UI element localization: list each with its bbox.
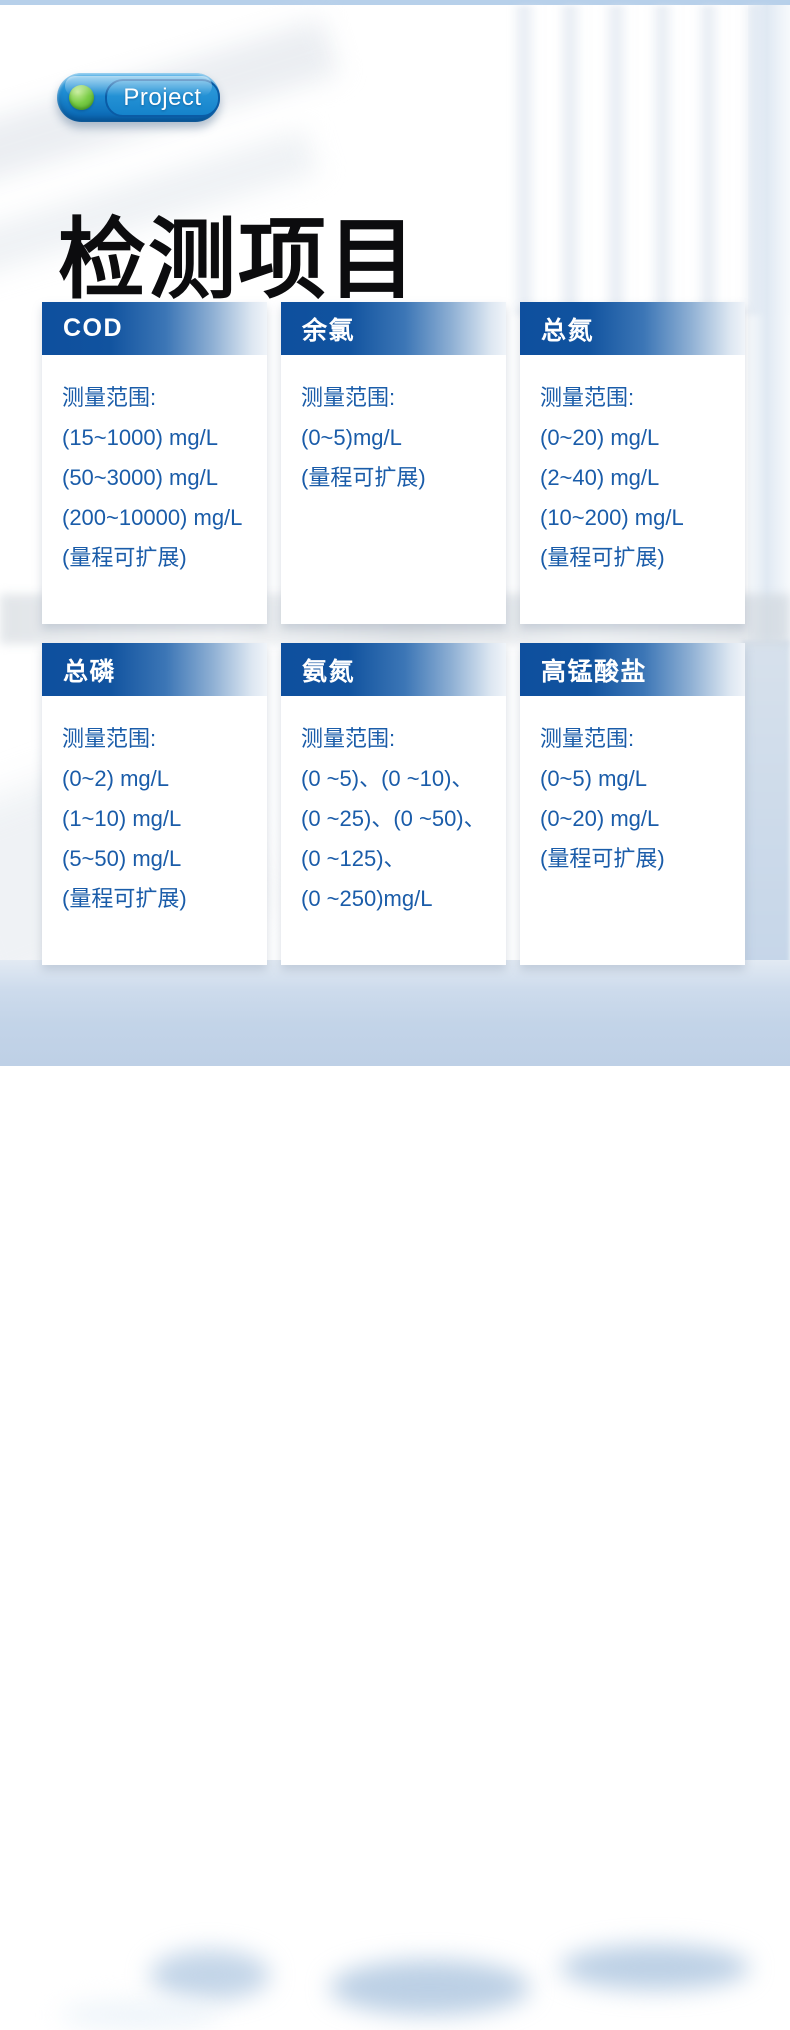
card-body: 测量范围: (0~5) mg/L (0~20) mg/L (量程可扩展) — [520, 696, 745, 879]
spec-card: 高锰酸盐 测量范围: (0~5) mg/L (0~20) mg/L (量程可扩展) — [520, 643, 745, 965]
card-body: 测量范围: (0 ~5)、(0 ~10)、 (0 ~25)、(0 ~50)、 (0 ~… — [281, 696, 506, 919]
card-line: (200~10000) mg/L — [62, 505, 243, 530]
card-header: 余氯 — [281, 302, 506, 355]
project-badge: Project — [57, 73, 220, 122]
card-line: (量程可扩展) — [301, 465, 426, 490]
card-line: (2~40) mg/L — [540, 465, 660, 490]
background-blur-blob — [330, 1960, 530, 2015]
card-line: (1~10) mg/L — [62, 806, 182, 831]
card-header: 总磷 — [42, 643, 267, 696]
background-blur-blob — [150, 1950, 270, 2000]
card-line: (量程可扩展) — [540, 846, 665, 871]
card-title: 总磷 — [63, 657, 117, 686]
card-line: 测量范围: — [62, 385, 157, 410]
background-column-right — [748, 5, 790, 965]
card-line: (0~2) mg/L — [62, 766, 169, 791]
card-line: (量程可扩展) — [62, 886, 187, 911]
card-line: (0 ~5)、(0 ~10)、 — [301, 766, 474, 791]
card-body: 测量范围: (0~5)mg/L (量程可扩展) — [281, 355, 506, 498]
background-blur-blob — [60, 2000, 220, 2030]
card-line: (0 ~250)mg/L — [301, 886, 433, 911]
background-blur-blob — [560, 1945, 750, 1990]
badge-gloss-highlight — [65, 76, 212, 96]
card-body: 测量范围: (0~2) mg/L (1~10) mg/L (5~50) mg/L (量程… — [42, 696, 267, 919]
card-header: 总氮 — [520, 302, 745, 355]
card-line: 测量范围: — [540, 385, 635, 410]
card-line: (0~20) mg/L — [540, 806, 660, 831]
card-header: 氨氮 — [281, 643, 506, 696]
card-line: (0 ~25)、(0 ~50)、 — [301, 806, 486, 831]
top-accent-strip — [0, 0, 790, 5]
card-line: (0~5)mg/L — [301, 425, 402, 450]
card-header: COD — [42, 302, 267, 355]
card-line: 测量范围: — [62, 726, 157, 751]
page-title: 检测项目 — [58, 206, 419, 311]
card-line: (0 ~125)、 — [301, 846, 406, 871]
card-title: 余氯 — [302, 316, 356, 345]
card-line: (0~5) mg/L — [540, 766, 647, 791]
card-line: (0~20) mg/L — [540, 425, 660, 450]
card-header: 高锰酸盐 — [520, 643, 745, 696]
card-title: 氨氮 — [302, 657, 356, 686]
card-line: (10~200) mg/L — [540, 505, 684, 530]
spec-cards-grid: COD 测量范围: (15~1000) mg/L (50~3000) mg/L (20… — [42, 302, 745, 965]
background-streaks-right — [510, 5, 790, 315]
card-line: (5~50) mg/L — [62, 846, 182, 871]
spec-card: COD 测量范围: (15~1000) mg/L (50~3000) mg/L (20… — [42, 302, 267, 624]
card-title: COD — [63, 314, 124, 342]
background-column-right-lower — [742, 640, 790, 970]
card-line: (15~1000) mg/L — [62, 425, 218, 450]
spec-card: 总氮 测量范围: (0~20) mg/L (2~40) mg/L (10~200) m… — [520, 302, 745, 624]
background-bottom-photo — [0, 960, 790, 2030]
spec-card: 余氯 测量范围: (0~5)mg/L (量程可扩展) — [281, 302, 506, 624]
card-line: 测量范围: — [301, 385, 396, 410]
card-body: 测量范围: (15~1000) mg/L (50~3000) mg/L (200~10… — [42, 355, 267, 578]
card-line: 测量范围: — [540, 726, 635, 751]
card-line: (量程可扩展) — [62, 545, 187, 570]
spec-card: 总磷 测量范围: (0~2) mg/L (1~10) mg/L (5~50) mg/L… — [42, 643, 267, 965]
card-title: 高锰酸盐 — [541, 657, 648, 686]
card-line: (量程可扩展) — [540, 545, 665, 570]
card-line: (50~3000) mg/L — [62, 465, 218, 490]
spec-card: 氨氮 测量范围: (0 ~5)、(0 ~10)、 (0 ~25)、(0 ~50)、 (… — [281, 643, 506, 965]
card-line: 测量范围: — [301, 726, 396, 751]
card-body: 测量范围: (0~20) mg/L (2~40) mg/L (10~200) mg/L… — [520, 355, 745, 578]
card-title: 总氮 — [541, 316, 595, 345]
